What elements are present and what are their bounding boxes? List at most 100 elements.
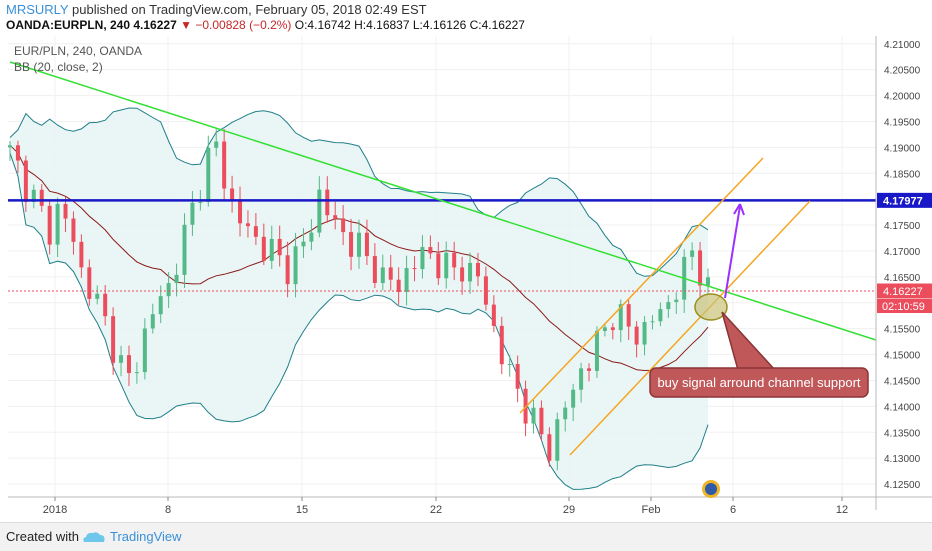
- x-tick-label-0: 2018: [43, 504, 67, 516]
- candle-body: [111, 316, 116, 363]
- candle-body: [444, 252, 449, 279]
- candle-body: [349, 232, 354, 257]
- candle-body: [357, 232, 361, 257]
- y-tick-label-12: 4.15000: [884, 351, 921, 362]
- price-axis-bg: [876, 36, 932, 510]
- author-link[interactable]: MRSURLY: [6, 2, 69, 17]
- candle-body: [285, 255, 290, 285]
- countdown-badge: [877, 299, 932, 314]
- candle-body: [587, 368, 592, 371]
- channel-upper-line: [519, 157, 764, 414]
- candle-body: [325, 189, 330, 216]
- candle-body: [642, 321, 647, 345]
- y-tick-label-7: 4.17500: [884, 221, 921, 232]
- candle-body: [293, 246, 298, 285]
- candle-body: [428, 247, 433, 254]
- candle-body: [618, 304, 623, 331]
- candle-body: [555, 419, 560, 461]
- candle-body: [452, 252, 457, 268]
- y-tick-label-15: 4.13500: [884, 428, 921, 439]
- channel-lower-line: [569, 200, 811, 456]
- candle-body: [126, 355, 131, 374]
- candle-body: [436, 253, 441, 279]
- candle-body: [650, 321, 655, 323]
- bollinger-band-fill: [10, 108, 708, 490]
- candle-body: [531, 407, 536, 424]
- candle-body: [372, 256, 377, 284]
- candle-body: [475, 262, 480, 277]
- symbol-label: OANDA:EURPLN, 240: [6, 18, 131, 32]
- candle-body: [420, 247, 425, 270]
- bullish-arrow-head-icon: [733, 203, 745, 216]
- candle-body: [174, 274, 179, 284]
- candle-body: [87, 267, 92, 299]
- y-tick-label-3: 4.19500: [884, 117, 921, 128]
- candle-body: [341, 218, 346, 233]
- candle-body: [499, 325, 504, 365]
- tradingview-cloud-icon: [83, 532, 105, 542]
- tradingview-link[interactable]: TradingView: [110, 529, 182, 544]
- y-tick-label-0: 4.21000: [884, 40, 921, 51]
- candle-body: [103, 293, 108, 317]
- candle-body: [269, 238, 274, 261]
- x-tick-label-4: 29: [563, 504, 575, 516]
- candle-body: [658, 309, 663, 322]
- candle-body: [579, 368, 584, 390]
- legend-symbol: EUR/PLN, 240, OANDA: [14, 44, 142, 58]
- y-tick-label-16: 4.13000: [884, 454, 921, 465]
- created-with-label: Created with: [6, 529, 79, 544]
- descending-trendline: [9, 61, 877, 341]
- y-tick-label-11: 4.15500: [884, 325, 921, 336]
- candle-body: [388, 267, 393, 280]
- candle-body: [39, 189, 44, 206]
- x-tick-label-3: 22: [430, 504, 442, 516]
- candle-body: [412, 268, 417, 270]
- candles-group: [8, 128, 710, 471]
- candle-body: [674, 299, 679, 303]
- candle-body: [47, 205, 52, 245]
- candle-body: [206, 147, 211, 202]
- y-tick-label-4: 4.19000: [884, 143, 921, 154]
- signal-highlight-ellipse: [694, 293, 728, 321]
- candle-body: [301, 241, 306, 247]
- current-price-badge: [877, 283, 932, 299]
- candle-body: [277, 238, 282, 256]
- bollinger-lower-band: [9, 152, 709, 490]
- bollinger-upper-band: [9, 107, 709, 277]
- candle-body: [333, 215, 338, 219]
- price-change: −0.00828 (−0.2%): [195, 18, 292, 32]
- resistance-price-text: 4.17977: [883, 195, 923, 207]
- candle-body: [245, 223, 250, 227]
- symbol-line: OANDA:EURPLN, 240 4.16227 ▼ −0.00828 (−0…: [6, 18, 525, 32]
- candle-body: [666, 302, 671, 310]
- current-price-text: 4.16227: [883, 286, 923, 298]
- candle-body: [63, 203, 68, 219]
- candle-body: [483, 276, 488, 305]
- event-flag-icon-inner: [705, 483, 717, 495]
- candle-body: [364, 232, 369, 257]
- x-tick-label-6: 6: [730, 504, 736, 516]
- y-tick-label-5: 4.18500: [884, 169, 921, 180]
- y-tick-label-2: 4.20000: [884, 92, 921, 103]
- candle-body: [396, 279, 401, 292]
- candle-body: [95, 293, 100, 299]
- candle-body: [539, 407, 544, 435]
- y-tick-label-14: 4.14000: [884, 402, 921, 413]
- candle-body: [698, 250, 703, 286]
- candle-body: [222, 141, 227, 189]
- published-text: published on TradingView.com, February 0…: [72, 2, 427, 17]
- candle-body: [547, 434, 552, 461]
- publish-line: MRSURLY published on TradingView.com, Fe…: [6, 2, 427, 17]
- candle-body: [634, 326, 639, 345]
- candle-body: [491, 304, 496, 326]
- y-tick-label-9: 4.16500: [884, 273, 921, 284]
- candle-body: [690, 250, 695, 257]
- candle-body: [610, 327, 615, 331]
- candle-body: [468, 262, 473, 282]
- candle-body: [507, 364, 512, 366]
- x-tick-label-5: Feb: [642, 504, 661, 516]
- x-tick-label-7: 12: [836, 504, 848, 516]
- candle-body: [460, 267, 465, 282]
- candle-body: [253, 226, 258, 237]
